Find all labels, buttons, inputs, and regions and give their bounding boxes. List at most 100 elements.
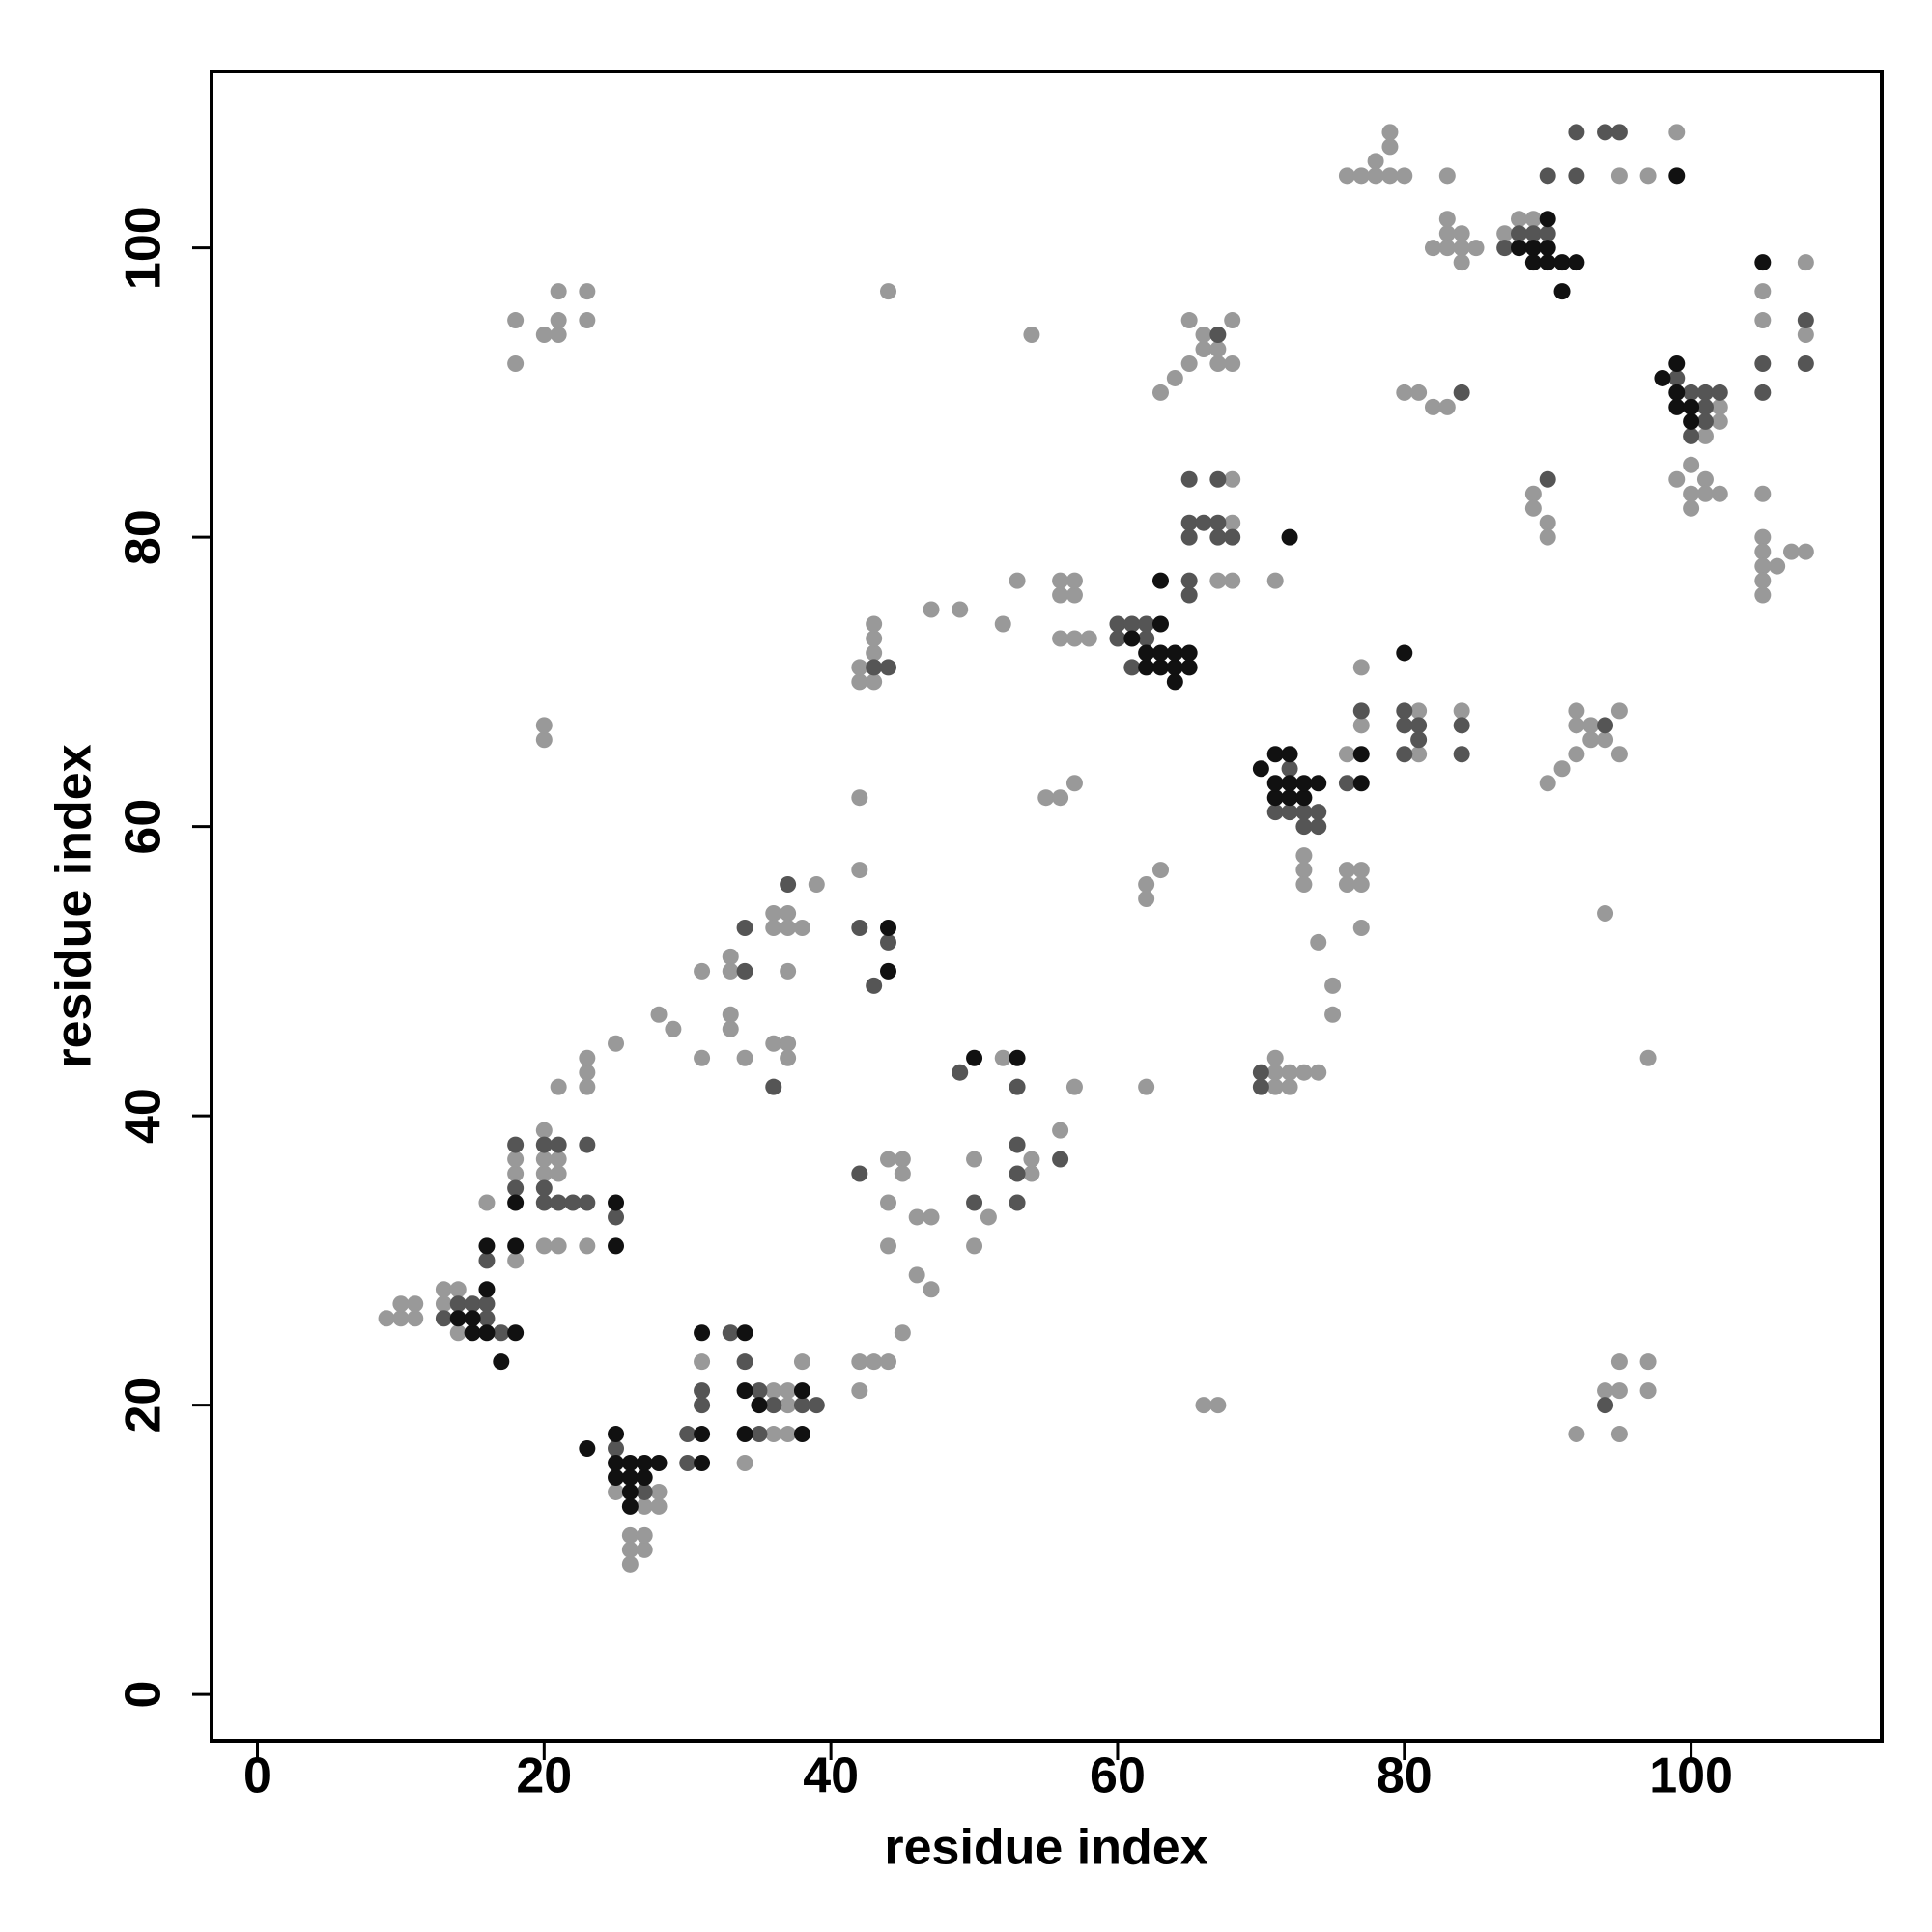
point xyxy=(1539,514,1556,531)
point xyxy=(1180,644,1198,662)
point xyxy=(478,1281,496,1298)
point xyxy=(1166,673,1183,691)
point xyxy=(621,1555,639,1573)
point xyxy=(765,1035,782,1052)
point xyxy=(1696,412,1714,430)
point xyxy=(1683,485,1700,502)
point xyxy=(1453,225,1470,242)
point xyxy=(966,1194,983,1211)
point xyxy=(1683,427,1700,444)
point xyxy=(1224,312,1241,329)
point xyxy=(1496,240,1514,257)
point xyxy=(608,1483,625,1500)
point xyxy=(636,1483,653,1500)
point xyxy=(1610,1382,1628,1400)
point xyxy=(1180,586,1198,604)
point xyxy=(1166,369,1183,386)
point xyxy=(1553,254,1571,271)
point xyxy=(1568,1426,1585,1443)
point xyxy=(1797,355,1814,372)
point xyxy=(780,919,797,936)
point xyxy=(1396,167,1413,185)
point xyxy=(1023,1165,1040,1182)
point xyxy=(1539,254,1556,271)
point xyxy=(1597,124,1614,141)
point xyxy=(694,1353,711,1371)
point xyxy=(751,1426,768,1443)
point xyxy=(1683,499,1700,517)
point xyxy=(894,1165,911,1182)
point xyxy=(1524,254,1542,271)
point xyxy=(550,312,567,329)
point xyxy=(1553,760,1571,778)
point xyxy=(793,1426,810,1443)
point xyxy=(736,1324,753,1342)
point xyxy=(579,1078,596,1095)
point xyxy=(1023,1151,1040,1168)
point xyxy=(1410,717,1428,734)
point xyxy=(1568,702,1585,720)
point xyxy=(621,1483,639,1500)
point xyxy=(449,1295,467,1313)
point xyxy=(1396,746,1413,763)
point xyxy=(1065,572,1083,589)
point xyxy=(478,1295,496,1313)
point xyxy=(650,1006,668,1023)
point xyxy=(1295,862,1313,879)
point xyxy=(980,1208,997,1226)
point xyxy=(1438,211,1456,228)
point xyxy=(1281,760,1298,778)
point xyxy=(1683,412,1700,430)
point xyxy=(579,1440,596,1458)
point xyxy=(1797,312,1814,329)
point xyxy=(1180,528,1198,546)
point xyxy=(1511,225,1528,242)
point xyxy=(1037,789,1055,807)
point xyxy=(1009,572,1026,589)
point xyxy=(1410,731,1428,749)
point xyxy=(1310,933,1327,951)
point xyxy=(866,615,883,633)
point xyxy=(908,1266,925,1284)
point xyxy=(994,615,1011,633)
point xyxy=(1668,124,1686,141)
point xyxy=(1252,760,1269,778)
point xyxy=(722,1324,739,1342)
point xyxy=(392,1295,410,1313)
point xyxy=(1597,904,1614,922)
point xyxy=(1138,644,1155,662)
point xyxy=(1367,153,1384,170)
point xyxy=(1009,1136,1026,1153)
point xyxy=(923,1208,940,1226)
point xyxy=(1052,586,1069,604)
point xyxy=(535,1237,553,1255)
point xyxy=(880,1151,897,1168)
point xyxy=(851,919,868,936)
point xyxy=(507,1151,525,1168)
point xyxy=(650,1497,668,1515)
point xyxy=(1769,557,1786,575)
point xyxy=(952,601,969,618)
point xyxy=(851,659,868,676)
point xyxy=(1453,702,1470,720)
point xyxy=(478,1324,496,1342)
point xyxy=(1138,891,1155,908)
point xyxy=(880,1237,897,1255)
point xyxy=(1266,775,1284,792)
point xyxy=(608,1237,625,1255)
point xyxy=(1065,1078,1083,1095)
point xyxy=(650,1454,668,1471)
point xyxy=(866,1353,883,1371)
point xyxy=(1711,485,1728,502)
point xyxy=(535,1165,553,1182)
point xyxy=(550,327,567,344)
point xyxy=(1582,717,1600,734)
point xyxy=(535,717,553,734)
point xyxy=(880,933,897,951)
point xyxy=(1424,398,1441,415)
point xyxy=(608,1440,625,1458)
point xyxy=(1052,1122,1069,1139)
y-tick-label: 60 xyxy=(116,799,172,855)
